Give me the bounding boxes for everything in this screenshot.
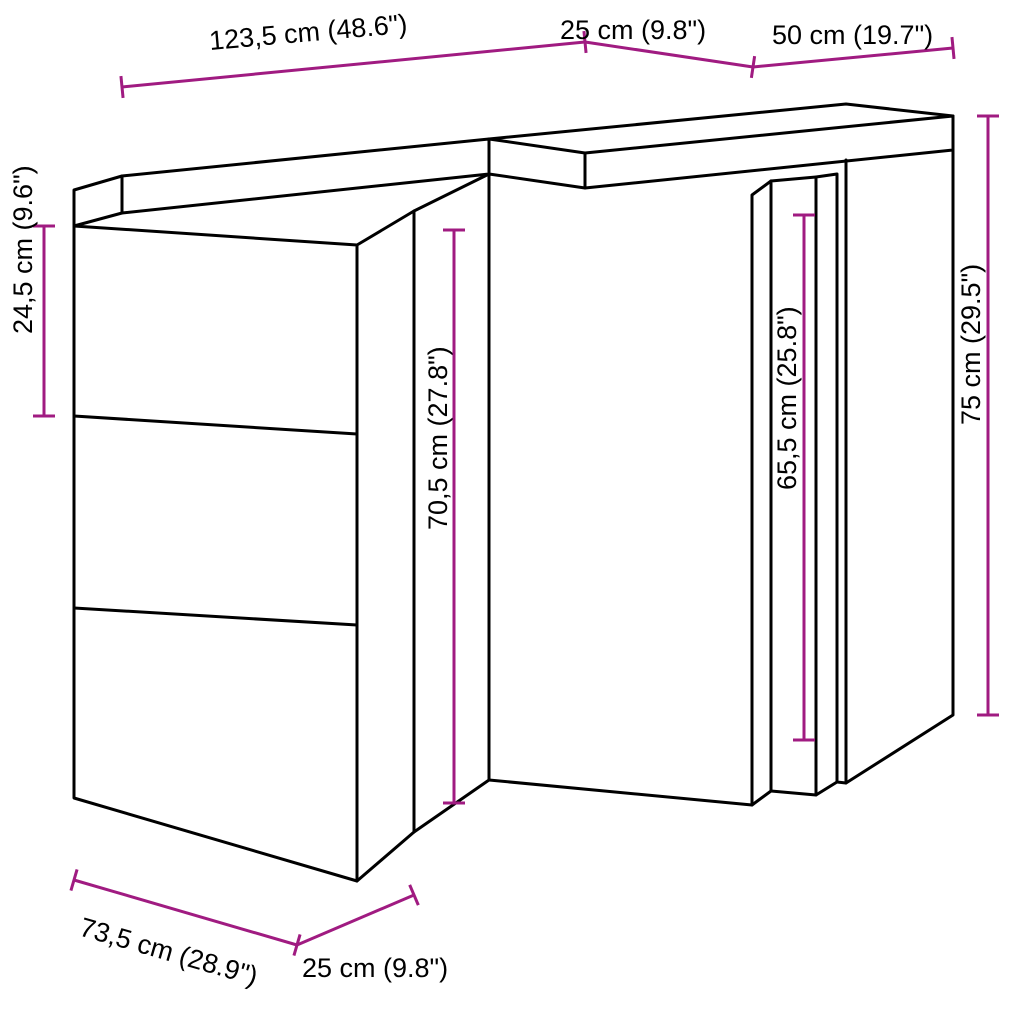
dimensions: 123,5 cm (48.6") 25 cm (9.8") 50 cm (19.7"…	[8, 9, 999, 992]
dim-label-overall_h: 75 cm (29.5")	[956, 264, 986, 425]
dim-label-leg_clear: 65,5 cm (25.8")	[772, 306, 802, 490]
dim-shelf_h: 24,5 cm (9.6")	[8, 165, 55, 416]
dim-label-top_inset: 25 cm (9.8")	[560, 15, 706, 45]
dim-leg_clear: 65,5 cm (25.8")	[772, 215, 815, 740]
dim-base_w: 25 cm (9.8")	[297, 885, 448, 983]
dim-top_width: 123,5 cm (48.6")	[121, 9, 586, 98]
furniture-outline	[74, 104, 953, 881]
dim-label-top_width: 123,5 cm (48.6")	[208, 9, 409, 56]
dim-base_depth: 73,5 cm (28.9")	[71, 869, 300, 991]
dim-overall_h: 75 cm (29.5")	[956, 116, 999, 715]
dim-top_inset: 25 cm (9.8")	[560, 15, 755, 78]
dim-label-base_w: 25 cm (9.8")	[302, 953, 448, 983]
dim-label-shelf_h: 24,5 cm (9.6")	[8, 165, 38, 334]
dimension-drawing: 123,5 cm (48.6") 25 cm (9.8") 50 cm (19.7"…	[0, 0, 1024, 1024]
dim-cabinet_h: 70,5 cm (27.8")	[423, 230, 465, 803]
dim-label-base_depth: 73,5 cm (28.9")	[76, 912, 261, 991]
dim-label-top_depth: 50 cm (19.7")	[772, 20, 933, 50]
dim-label-cabinet_h: 70,5 cm (27.8")	[423, 346, 453, 530]
dim-top_depth: 50 cm (19.7")	[753, 20, 954, 67]
